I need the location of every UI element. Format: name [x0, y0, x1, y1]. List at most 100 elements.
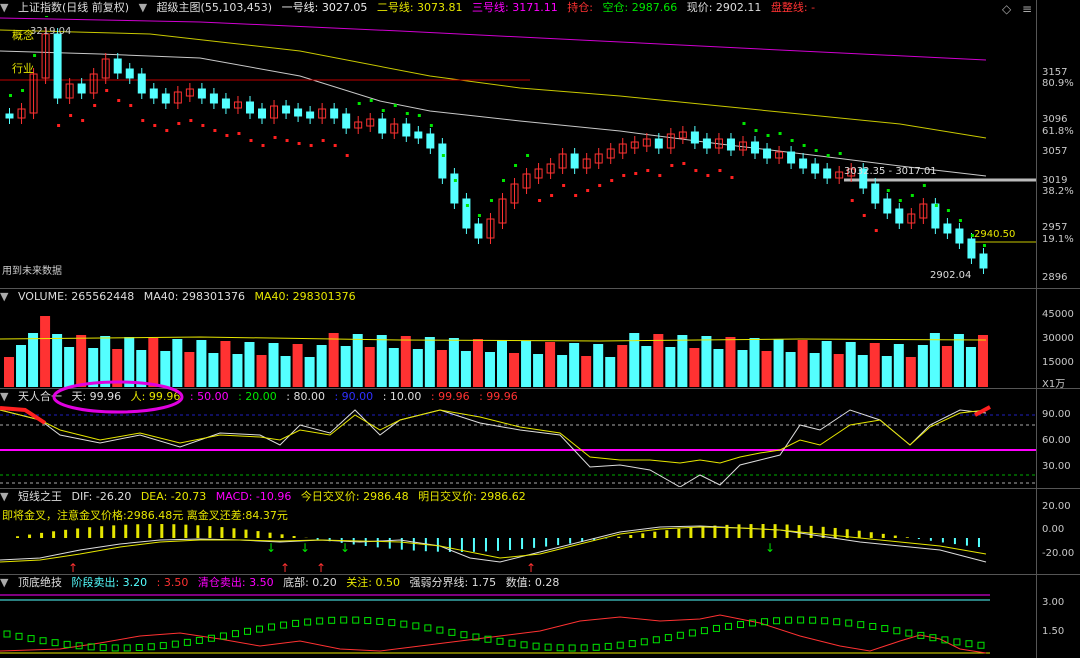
candle — [847, 168, 856, 177]
volume-bar — [184, 352, 195, 387]
panel-collapse-icon[interactable]: ▼ — [0, 490, 9, 503]
macd-bar — [328, 538, 331, 542]
volume-bar — [76, 335, 87, 387]
candle — [919, 203, 928, 219]
candle — [17, 108, 26, 119]
signal-dot — [81, 119, 85, 122]
volume-bar — [244, 342, 255, 387]
macd-bar — [581, 538, 584, 542]
tian-chart[interactable] — [0, 405, 1036, 487]
signal-dot — [814, 149, 818, 152]
panel-collapse-icon[interactable]: ▼ — [0, 390, 9, 403]
bottom-marker — [761, 618, 769, 626]
volume-bar — [16, 345, 27, 387]
signal-dot — [958, 219, 962, 222]
macd-bar — [749, 524, 753, 538]
panel-collapse-icon[interactable]: ▼ — [0, 1, 9, 14]
bottom-marker — [87, 643, 95, 651]
signal-dot — [357, 102, 361, 105]
candlestick-chart[interactable]: 3219.04 3032.35 - 3017.01 2940.50 2902.0… — [0, 16, 1036, 288]
signal-dot — [441, 154, 445, 157]
bottom-marker — [785, 616, 793, 624]
candle — [811, 163, 820, 174]
macd-chart[interactable]: ↑ ↓ ↑ ↓ ↑ ↓ ↑ ↓ — [0, 522, 1036, 574]
bottom-clear-sell: 清仓卖出: 3.50 — [197, 576, 274, 589]
signal-dot — [874, 229, 878, 232]
volume-bar — [857, 355, 868, 387]
volume-bar — [208, 353, 219, 387]
macd-bar — [160, 524, 164, 538]
bottom-chart[interactable] — [0, 591, 1036, 658]
tian-header: ▼ 天人合一 天: 99.96 人: 99.96 : 50.00 : 20.00… — [0, 389, 1080, 405]
main-y-3057: 3057 — [1042, 146, 1068, 157]
tian-v4: : 90.00 — [334, 390, 374, 403]
signal-dot — [562, 184, 566, 187]
macd-today-cross: 今日交叉价: 2986.48 — [300, 490, 409, 503]
candle — [402, 123, 411, 137]
tian-label: 天: 99.96 — [71, 390, 122, 403]
signal-dot — [742, 122, 746, 125]
candle — [967, 238, 976, 259]
signal-arrow: ↑ — [526, 561, 536, 574]
signal-dot — [393, 104, 397, 107]
volume-bar — [388, 348, 399, 387]
macd-dif: DIF: -26.20 — [71, 490, 132, 503]
main-y-2957: 2957 — [1042, 222, 1068, 233]
macd-bar — [641, 533, 645, 538]
bottom-marker — [412, 622, 420, 630]
macd-bar — [472, 538, 475, 552]
macd-bar — [761, 524, 765, 538]
volume-chart[interactable] — [0, 305, 1036, 387]
signal-dot — [574, 194, 578, 197]
macd-bar — [533, 538, 536, 548]
volume-bar — [773, 339, 784, 387]
macd-bar — [665, 530, 669, 538]
candle — [943, 223, 952, 234]
volume-bar — [713, 349, 724, 387]
candle — [426, 133, 435, 149]
bottom-marker — [243, 627, 251, 635]
candle — [354, 121, 363, 129]
volume-bar — [761, 351, 772, 387]
macd-bar — [929, 538, 932, 541]
line3-label: 三号线: 3171.11 — [472, 1, 558, 14]
signal-dot — [117, 99, 121, 102]
bottom-v350: : 3.50 — [156, 576, 189, 589]
volume-ma40-a: MA40: 298301376 — [143, 290, 245, 303]
volume-bar — [953, 334, 964, 387]
macd-bar — [497, 538, 499, 551]
signal-dot — [766, 134, 770, 137]
diamond-icon[interactable]: ◇ — [1002, 2, 1012, 16]
ma-magenta-line — [0, 17, 987, 61]
volume-bar — [605, 357, 616, 387]
main-header: ▼ 上证指数(日线 前复权) ▼ 超级主图(55,103,453) 一号线: 3… — [0, 0, 1080, 16]
candle — [714, 138, 723, 149]
ma-yellow-line — [0, 29, 987, 139]
candle — [270, 105, 279, 119]
bottom-marker — [316, 617, 324, 625]
panel-collapse-icon[interactable]: ▼ — [0, 290, 9, 303]
bottom-marker — [773, 617, 781, 625]
candle — [726, 138, 735, 151]
signal-dot — [694, 169, 698, 172]
macd-bar — [545, 538, 548, 547]
bottom-marker — [75, 642, 83, 650]
settings-icon[interactable]: ≡ — [1022, 2, 1033, 16]
signal-dot — [177, 122, 181, 125]
candle — [582, 158, 591, 169]
volume-bar — [965, 347, 976, 387]
vol-y-30000: 30000 — [1042, 333, 1074, 344]
vol-y-15000: 15000 — [1042, 357, 1074, 368]
main-y-3019: 3019 — [1042, 175, 1068, 186]
panel-collapse-icon[interactable]: ▼ — [138, 1, 148, 14]
signal-dot — [261, 144, 265, 147]
macd-bar — [701, 526, 705, 538]
main-y-80: 80.9% — [1042, 78, 1074, 89]
main-y-2896: 2896 — [1042, 272, 1068, 283]
volume-bar — [292, 344, 303, 387]
signal-dot — [682, 162, 686, 165]
bottom-marker — [63, 640, 71, 648]
macd-bar — [28, 534, 32, 538]
signal-dot — [730, 176, 734, 179]
panel-collapse-icon[interactable]: ▼ — [0, 576, 9, 589]
